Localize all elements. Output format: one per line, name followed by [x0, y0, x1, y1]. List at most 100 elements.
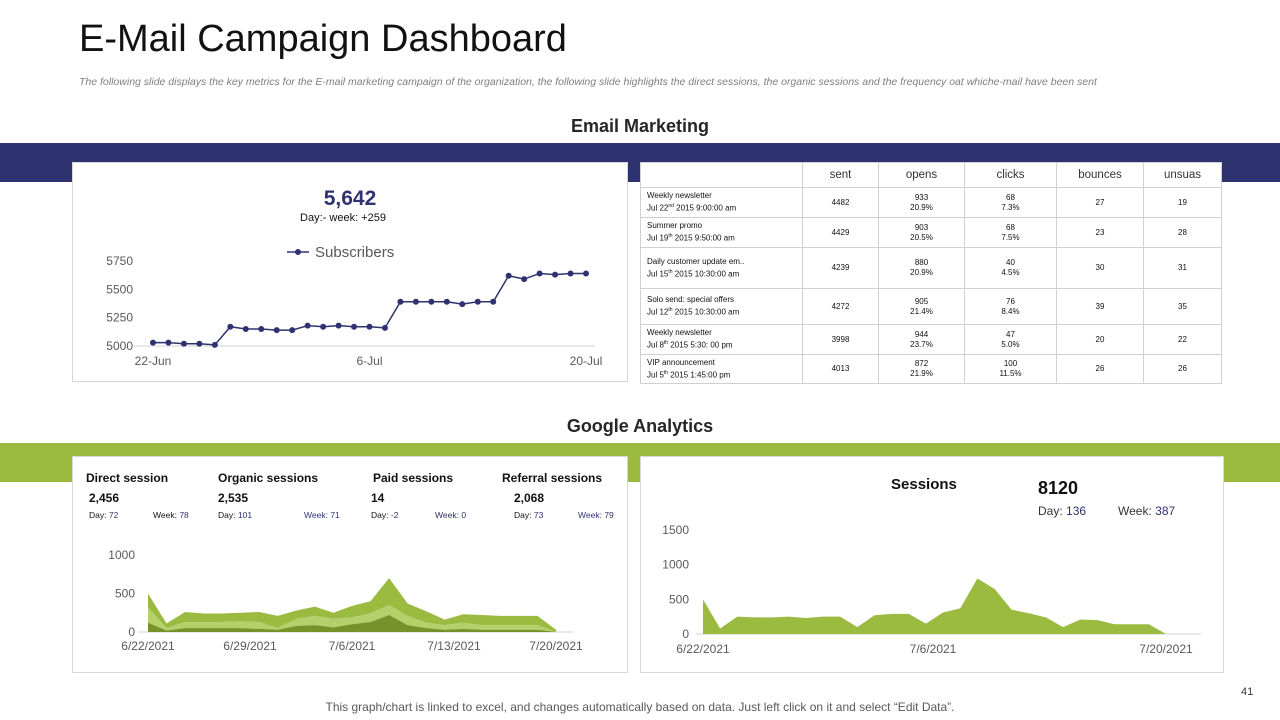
- table-header-unsub: unsuas: [1143, 162, 1222, 188]
- sessions-title: Sessions: [891, 476, 957, 493]
- subscribers-series-line: [153, 272, 586, 346]
- ga-stacked-area-chart[interactable]: 0 500 1000 6/22/2021 6/29/2021 7/6/2021 7/13/2…: [73, 457, 627, 672]
- subscriber-point: [273, 327, 280, 334]
- legend-subscribers: Subscribers: [315, 244, 394, 261]
- campaign-name-cell: Weekly newsletter Jul 8th 2015 5:30: 00 p…: [640, 324, 803, 355]
- bounces-cell: 30: [1056, 247, 1144, 289]
- clicks-cell: 68 7.3%: [964, 187, 1057, 218]
- ga-sessions-panel[interactable]: Direct session 2,456 Day: 72 Week: 78 Or…: [72, 456, 628, 673]
- unsub-cell: 19: [1143, 187, 1222, 218]
- campaign-date: Jul 15: [647, 269, 669, 279]
- subscriber-point: [150, 339, 156, 346]
- subscriber-point: [320, 323, 327, 330]
- x-tick-label: 20-Jul: [570, 354, 603, 368]
- subscriber-point: [304, 322, 311, 329]
- subscribers-value: 5,642: [324, 187, 377, 210]
- campaign-name-cell: Solo send: special offers Jul 12th 2015 1…: [640, 288, 803, 325]
- y-tick-label: 1000: [108, 548, 135, 562]
- paid-day-value: -2: [390, 510, 399, 520]
- campaign-date: Jul 19: [647, 233, 669, 243]
- subscriber-point: [227, 323, 234, 330]
- sessions-week-stat: Week: 387: [1118, 504, 1176, 518]
- subscriber-point: [536, 270, 543, 277]
- organic-session-label: Organic sessions: [218, 471, 319, 485]
- area-series-organic-sessions: [148, 605, 556, 632]
- sessions-panel[interactable]: Sessions 8120 Day: 136 Week: 387 0 500 100…: [640, 456, 1224, 673]
- subscribers-chart[interactable]: 5,642 Day:- week: +259 Subscribers 5000 5…: [73, 163, 627, 381]
- campaign-date: Jul 8: [647, 340, 664, 350]
- bounces-cell: 20: [1056, 324, 1144, 355]
- table-row: Solo send: special offers Jul 12th 2015 1…: [640, 288, 1222, 325]
- sent-cell: 4013: [802, 354, 879, 384]
- organic-session-block: Organic sessions 2,535 Day: 101 Week: 71: [218, 471, 348, 520]
- opens-cell: 903 20.5%: [878, 217, 965, 248]
- opens-cell: 880 20.9%: [878, 247, 965, 289]
- referral-session-value: 2,068: [514, 491, 545, 505]
- sessions-area-chart[interactable]: 0 500 1000 1500 6/22/2021 7/6/2021 7/20/2021: [641, 457, 1223, 672]
- unsub-cell: 26: [1143, 354, 1222, 384]
- x-tick-label: 6-Jul: [356, 354, 382, 368]
- unsub-cell: 28: [1143, 217, 1222, 248]
- subscriber-point: [335, 322, 342, 329]
- sent-cell: 4482: [802, 187, 879, 218]
- opens-cell: 905 21.4%: [878, 288, 965, 325]
- subscriber-point: [180, 340, 187, 347]
- campaign-name-cell: Daily customer update em.. Jul 15th 2015 …: [640, 247, 803, 289]
- direct-session-value: 2,456: [89, 491, 120, 505]
- sent-cell: 4239: [802, 247, 879, 289]
- table-header-campaign: [640, 162, 803, 188]
- subscriber-point: [211, 341, 218, 348]
- paid-session-block: Paid sessions 14 Day: -2 Week: 0: [371, 471, 481, 520]
- campaign-name: Weekly newsletter: [647, 191, 712, 201]
- email-marketing-heading: Email Marketing: [570, 116, 710, 136]
- campaign-date: Jul 22: [647, 203, 669, 213]
- unsub-cell: 35: [1143, 288, 1222, 325]
- x-tick-label: 7/13/2021: [427, 639, 481, 653]
- subscriber-point: [443, 298, 450, 305]
- sessions-area: [703, 578, 1166, 634]
- direct-session-label: Direct session: [86, 471, 169, 485]
- bounces-cell: 23: [1056, 217, 1144, 248]
- campaign-table: sent opens clicks bounces unsuas Weekly …: [640, 162, 1222, 384]
- area-series-referral-sessions: [148, 578, 556, 632]
- clicks-cell: 100 11.5%: [964, 354, 1057, 384]
- direct-session-block: Direct session 2,456 Day: 72 Week: 78: [86, 471, 209, 520]
- paid-session-value: 14: [371, 491, 385, 505]
- page-subtitle: The following slide displays the key met…: [79, 76, 1097, 88]
- table-row: VIP announcement Jul 5th 2015 1:45:00 pm 4…: [640, 354, 1222, 384]
- bounces-cell: 26: [1056, 354, 1144, 384]
- legend-dot-marker: [295, 249, 301, 255]
- x-tick-label: 6/22/2021: [121, 639, 175, 653]
- subscriber-point: [505, 272, 512, 279]
- clicks-cell: 68 7.5%: [964, 217, 1057, 248]
- sent-cell: 4272: [802, 288, 879, 325]
- subscriber-point: [351, 323, 358, 330]
- x-tick-label: 7/6/2021: [329, 639, 376, 653]
- subscriber-point: [474, 298, 481, 305]
- referral-day-value: 73: [533, 510, 544, 520]
- opens-cell: 933 20.9%: [878, 187, 965, 218]
- organic-week-value: 71: [330, 510, 340, 520]
- organic-session-stats: Day: 101 Week: 71: [218, 510, 340, 520]
- subscriber-point: [459, 301, 466, 308]
- sent-cell: 3998: [802, 324, 879, 355]
- y-tick-label: 5000: [106, 339, 133, 353]
- sessions-day-stat: Day: 136: [1038, 504, 1087, 518]
- table-header-clicks: clicks: [964, 162, 1057, 188]
- organic-session-value: 2,535: [218, 491, 249, 505]
- x-tick-label: 6/29/2021: [223, 639, 277, 653]
- campaign-name: VIP announcement: [647, 357, 715, 367]
- referral-session-label: Referral sessions: [502, 471, 603, 485]
- campaign-name: Daily customer update em..: [647, 256, 745, 266]
- y-tick-label: 1500: [662, 523, 689, 537]
- bounces-cell: 27: [1056, 187, 1144, 218]
- subscribers-caption: Day:- week: +259: [300, 212, 386, 224]
- organic-day-value: 101: [237, 510, 253, 520]
- y-tick-label: 500: [669, 592, 689, 606]
- campaign-name-cell: Weekly newsletter Jul 22nd 2015 9:00:00 a…: [640, 187, 803, 218]
- clicks-cell: 47 5.0%: [964, 324, 1057, 355]
- y-tick-label: 500: [115, 587, 135, 601]
- clicks-cell: 40 4.5%: [964, 247, 1057, 289]
- subscribers-panel[interactable]: 5,642 Day:- week: +259 Subscribers 5000 5…: [72, 162, 628, 382]
- table-header-sent: sent: [802, 162, 879, 188]
